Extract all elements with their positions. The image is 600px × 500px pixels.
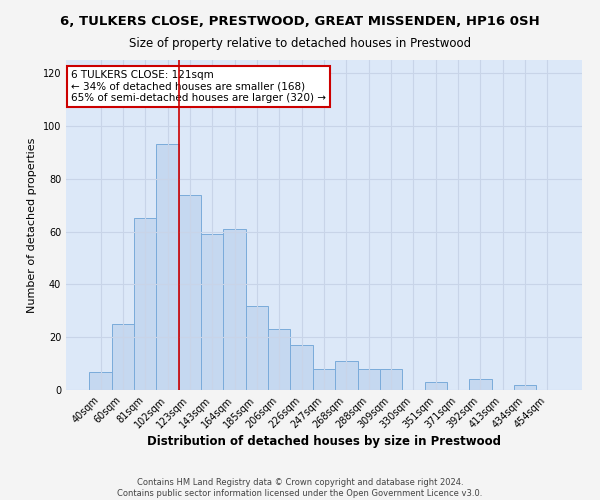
Text: 6 TULKERS CLOSE: 121sqm
← 34% of detached houses are smaller (168)
65% of semi-d: 6 TULKERS CLOSE: 121sqm ← 34% of detache… xyxy=(71,70,326,103)
Bar xyxy=(223,229,246,390)
Bar xyxy=(313,369,335,390)
Text: Size of property relative to detached houses in Prestwood: Size of property relative to detached ho… xyxy=(129,38,471,51)
Bar xyxy=(179,194,201,390)
X-axis label: Distribution of detached houses by size in Prestwood: Distribution of detached houses by size … xyxy=(147,436,501,448)
Bar xyxy=(380,369,402,390)
Bar xyxy=(268,330,290,390)
Bar xyxy=(134,218,157,390)
Bar xyxy=(89,372,112,390)
Bar xyxy=(157,144,179,390)
Text: 6, TULKERS CLOSE, PRESTWOOD, GREAT MISSENDEN, HP16 0SH: 6, TULKERS CLOSE, PRESTWOOD, GREAT MISSE… xyxy=(60,15,540,28)
Bar xyxy=(358,369,380,390)
Bar xyxy=(246,306,268,390)
Bar xyxy=(469,380,491,390)
Bar xyxy=(425,382,447,390)
Bar xyxy=(514,384,536,390)
Y-axis label: Number of detached properties: Number of detached properties xyxy=(27,138,37,312)
Bar xyxy=(112,324,134,390)
Bar xyxy=(290,345,313,390)
Bar xyxy=(201,234,223,390)
Text: Contains HM Land Registry data © Crown copyright and database right 2024.
Contai: Contains HM Land Registry data © Crown c… xyxy=(118,478,482,498)
Bar xyxy=(335,361,358,390)
